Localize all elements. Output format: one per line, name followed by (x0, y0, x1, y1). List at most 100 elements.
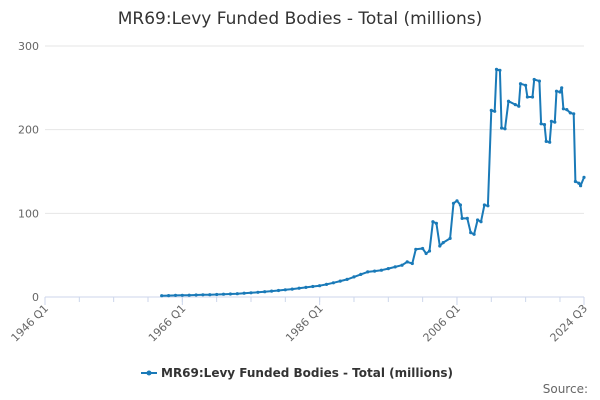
data-point[interactable] (318, 284, 322, 288)
x-axis: 1946 Q1 1966 Q1 1986 Q1 2006 Q1 2024 Q3 (9, 296, 590, 345)
data-point[interactable] (345, 277, 349, 281)
data-point[interactable] (455, 199, 459, 203)
data-point[interactable] (228, 292, 232, 296)
x-tick-label: 1986 Q1 (283, 302, 326, 345)
data-point[interactable] (451, 201, 456, 205)
data-point[interactable] (373, 269, 377, 273)
data-point[interactable] (242, 291, 246, 295)
data-point[interactable] (431, 220, 435, 224)
data-point[interactable] (465, 216, 469, 220)
data-point[interactable] (290, 287, 294, 291)
data-point[interactable] (532, 77, 536, 82)
y-tick-label: 300 (18, 40, 39, 53)
data-point[interactable] (553, 120, 557, 124)
data-point[interactable] (582, 175, 586, 179)
data-point[interactable] (518, 82, 523, 86)
data-point[interactable] (458, 203, 462, 207)
data-point[interactable] (568, 111, 572, 115)
data-point[interactable] (482, 203, 486, 207)
gridlines (45, 45, 584, 214)
legend[interactable]: MR69:Levy Funded Bodies - Total (million… (141, 366, 453, 380)
data-point[interactable] (194, 293, 198, 297)
data-point[interactable] (338, 279, 342, 283)
data-point[interactable] (421, 246, 425, 251)
data-point[interactable] (359, 272, 363, 276)
data-point[interactable] (405, 260, 409, 264)
data-point[interactable] (311, 284, 315, 289)
data-point[interactable] (577, 181, 581, 185)
data-point[interactable] (579, 184, 583, 188)
data-point[interactable] (410, 261, 414, 266)
y-tick-label: 0 (32, 291, 39, 304)
data-point[interactable] (530, 95, 535, 99)
data-point[interactable] (539, 122, 543, 126)
data-point[interactable] (561, 107, 566, 111)
data-point[interactable] (366, 270, 370, 274)
data-point[interactable] (352, 275, 356, 279)
data-point[interactable] (524, 83, 528, 87)
series-line[interactable] (161, 68, 585, 297)
data-point[interactable] (256, 290, 260, 294)
data-point[interactable] (549, 119, 554, 123)
data-point[interactable] (400, 263, 404, 267)
data-point[interactable] (554, 89, 559, 93)
data-point[interactable] (506, 99, 511, 103)
data-point[interactable] (270, 289, 274, 293)
data-point[interactable] (324, 282, 329, 286)
data-point[interactable] (486, 204, 490, 208)
data-point[interactable] (517, 104, 521, 108)
data-point[interactable] (558, 90, 562, 94)
data-point[interactable] (441, 241, 445, 245)
data-point[interactable] (438, 244, 442, 248)
data-point[interactable] (448, 236, 452, 240)
data-point[interactable] (560, 86, 564, 90)
data-point[interactable] (542, 123, 547, 127)
data-point[interactable] (500, 126, 504, 130)
data-point[interactable] (479, 220, 483, 224)
data-point[interactable] (283, 288, 287, 292)
data-point[interactable] (173, 293, 178, 297)
data-point[interactable] (476, 218, 480, 222)
data-point[interactable] (208, 293, 212, 297)
y-tick-label: 100 (18, 207, 39, 220)
data-point[interactable] (469, 231, 473, 235)
data-point[interactable] (544, 139, 548, 143)
data-point[interactable] (498, 68, 502, 72)
data-point[interactable] (503, 127, 507, 131)
data-point[interactable] (221, 292, 226, 296)
data-point[interactable] (386, 267, 390, 271)
data-point[interactable] (565, 108, 569, 112)
data-point[interactable] (424, 251, 428, 256)
data-point[interactable] (489, 108, 493, 112)
plot-area (160, 67, 586, 298)
data-point[interactable] (201, 293, 205, 297)
data-point[interactable] (187, 293, 191, 297)
data-point[interactable] (513, 103, 517, 107)
data-point[interactable] (235, 292, 239, 296)
data-point[interactable] (215, 292, 219, 297)
data-point[interactable] (263, 290, 267, 294)
data-point[interactable] (493, 109, 497, 113)
data-point[interactable] (537, 79, 542, 83)
data-point[interactable] (379, 268, 383, 272)
data-point[interactable] (393, 265, 397, 269)
data-point[interactable] (525, 95, 530, 99)
data-point[interactable] (573, 179, 578, 184)
data-point[interactable] (434, 221, 438, 225)
data-point[interactable] (572, 112, 576, 116)
data-point[interactable] (494, 67, 499, 71)
data-point[interactable] (180, 293, 184, 297)
data-point[interactable] (304, 285, 308, 289)
y-axis: 0 100 200 300 (18, 40, 39, 304)
data-point[interactable] (249, 291, 253, 295)
data-point[interactable] (548, 140, 552, 144)
data-point[interactable] (276, 288, 281, 293)
data-point[interactable] (460, 216, 464, 220)
data-point[interactable] (160, 294, 164, 298)
data-point[interactable] (427, 249, 432, 253)
data-point[interactable] (167, 294, 171, 298)
data-point[interactable] (414, 247, 418, 251)
data-point[interactable] (331, 281, 335, 285)
data-point[interactable] (297, 286, 301, 290)
data-point[interactable] (472, 232, 476, 236)
